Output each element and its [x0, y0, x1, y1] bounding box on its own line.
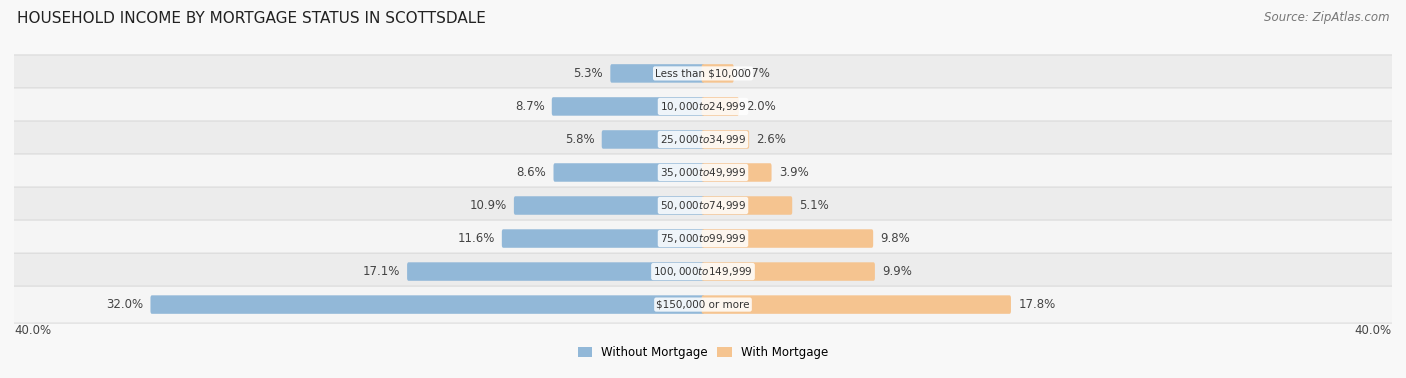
Text: 5.3%: 5.3% — [574, 67, 603, 80]
FancyBboxPatch shape — [11, 220, 1395, 257]
FancyBboxPatch shape — [11, 154, 1395, 191]
Text: 3.9%: 3.9% — [779, 166, 808, 179]
Legend: Without Mortgage, With Mortgage: Without Mortgage, With Mortgage — [574, 342, 832, 364]
Text: $25,000 to $34,999: $25,000 to $34,999 — [659, 133, 747, 146]
FancyBboxPatch shape — [11, 187, 1395, 224]
Text: 8.6%: 8.6% — [516, 166, 547, 179]
Text: Source: ZipAtlas.com: Source: ZipAtlas.com — [1264, 11, 1389, 24]
Text: 8.7%: 8.7% — [515, 100, 544, 113]
FancyBboxPatch shape — [513, 196, 704, 215]
Text: 9.8%: 9.8% — [880, 232, 910, 245]
FancyBboxPatch shape — [702, 130, 749, 149]
FancyBboxPatch shape — [702, 97, 738, 116]
Text: 40.0%: 40.0% — [14, 324, 51, 337]
Text: 10.9%: 10.9% — [470, 199, 506, 212]
Text: 2.0%: 2.0% — [747, 100, 776, 113]
FancyBboxPatch shape — [150, 295, 704, 314]
Text: 40.0%: 40.0% — [1355, 324, 1392, 337]
Text: 9.9%: 9.9% — [882, 265, 912, 278]
Text: HOUSEHOLD INCOME BY MORTGAGE STATUS IN SCOTTSDALE: HOUSEHOLD INCOME BY MORTGAGE STATUS IN S… — [17, 11, 485, 26]
Text: 1.7%: 1.7% — [741, 67, 770, 80]
FancyBboxPatch shape — [551, 97, 704, 116]
Text: $10,000 to $24,999: $10,000 to $24,999 — [659, 100, 747, 113]
FancyBboxPatch shape — [554, 163, 704, 182]
Text: 17.1%: 17.1% — [363, 265, 399, 278]
Text: $100,000 to $149,999: $100,000 to $149,999 — [654, 265, 752, 278]
FancyBboxPatch shape — [11, 286, 1395, 323]
FancyBboxPatch shape — [11, 55, 1395, 92]
Text: $150,000 or more: $150,000 or more — [657, 300, 749, 310]
Text: $50,000 to $74,999: $50,000 to $74,999 — [659, 199, 747, 212]
Text: 2.6%: 2.6% — [756, 133, 786, 146]
Text: 11.6%: 11.6% — [457, 232, 495, 245]
FancyBboxPatch shape — [702, 64, 734, 83]
Text: 32.0%: 32.0% — [105, 298, 143, 311]
FancyBboxPatch shape — [702, 163, 772, 182]
Text: 17.8%: 17.8% — [1018, 298, 1056, 311]
FancyBboxPatch shape — [702, 229, 873, 248]
FancyBboxPatch shape — [702, 196, 792, 215]
FancyBboxPatch shape — [602, 130, 704, 149]
FancyBboxPatch shape — [610, 64, 704, 83]
Text: 5.1%: 5.1% — [800, 199, 830, 212]
FancyBboxPatch shape — [11, 253, 1395, 290]
Text: $75,000 to $99,999: $75,000 to $99,999 — [659, 232, 747, 245]
Text: 5.8%: 5.8% — [565, 133, 595, 146]
FancyBboxPatch shape — [11, 121, 1395, 158]
FancyBboxPatch shape — [408, 262, 704, 281]
FancyBboxPatch shape — [702, 295, 1011, 314]
FancyBboxPatch shape — [502, 229, 704, 248]
Text: Less than $10,000: Less than $10,000 — [655, 68, 751, 78]
Text: $35,000 to $49,999: $35,000 to $49,999 — [659, 166, 747, 179]
FancyBboxPatch shape — [11, 88, 1395, 125]
FancyBboxPatch shape — [702, 262, 875, 281]
